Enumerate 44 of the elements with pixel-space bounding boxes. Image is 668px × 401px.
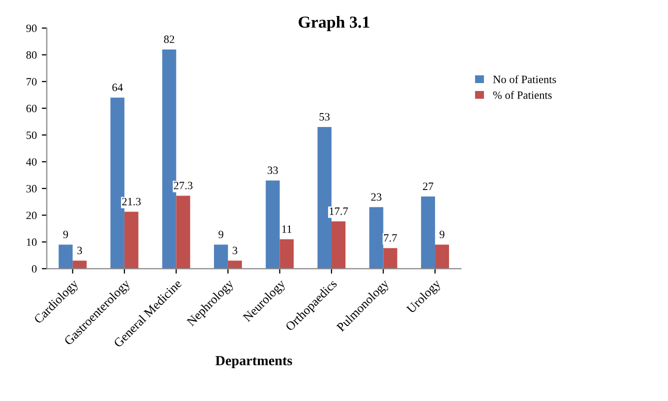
chart-title: Graph 3.1: [298, 16, 370, 32]
bar: [266, 180, 280, 269]
y-tick-label: 50: [26, 131, 37, 139]
data-label: 3: [77, 246, 82, 254]
data-label: 33: [268, 166, 278, 174]
data-label: 82: [164, 36, 174, 44]
data-label: 17.7: [330, 207, 348, 215]
data-label: 9: [218, 230, 224, 238]
y-tick-label: 30: [26, 184, 37, 192]
legend-label: % of Patients: [493, 90, 552, 99]
bar: [124, 212, 138, 269]
data-label: 27.3: [174, 182, 192, 190]
bar: [214, 244, 228, 269]
bar: [228, 260, 242, 269]
x-axis-title: Departments: [216, 356, 292, 368]
y-tick-label: 70: [26, 78, 37, 86]
data-label: 9: [63, 230, 68, 238]
bar: [318, 126, 332, 269]
bar: [369, 207, 384, 269]
bar: [331, 221, 346, 269]
data-label: 9: [440, 230, 444, 238]
y-tick-label: 40: [26, 158, 37, 166]
y-tick-label: 60: [26, 104, 37, 112]
data-label: 11: [282, 225, 292, 233]
data-label: 7.7: [384, 234, 397, 242]
bar: [58, 244, 73, 269]
data-label: 64: [112, 84, 123, 92]
data-label: 23: [371, 193, 382, 201]
bar: [383, 248, 398, 269]
y-tick-label: 10: [26, 238, 37, 246]
data-label: 27: [422, 182, 434, 190]
y-tick-label: 0: [32, 265, 37, 273]
bar: [72, 260, 87, 269]
y-tick-label: 90: [26, 24, 37, 32]
y-tick-label: 20: [26, 212, 37, 220]
y-tick-label: 80: [26, 51, 37, 59]
bar: [280, 239, 294, 269]
bar: [176, 196, 190, 269]
bar: [435, 244, 450, 269]
data-label: 21.3: [122, 198, 141, 206]
legend-label: No of Patients: [493, 75, 556, 84]
bar: [421, 196, 436, 269]
data-label: 53: [320, 113, 330, 121]
data-label: 3: [232, 246, 238, 254]
